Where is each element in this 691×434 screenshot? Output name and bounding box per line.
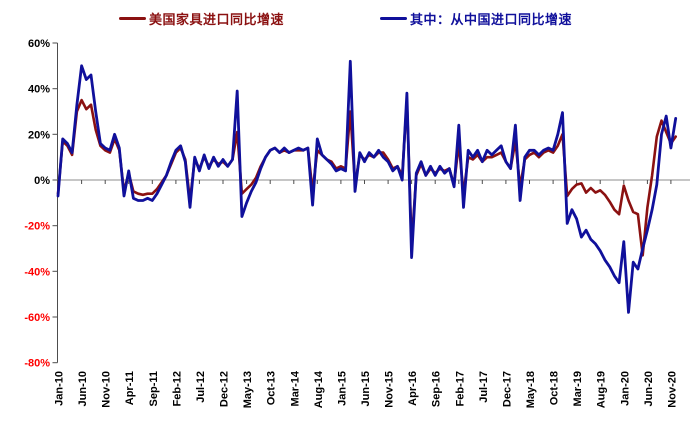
svg-text:Apr-16: Apr-16 <box>407 371 419 406</box>
svg-text:Nov-10: Nov-10 <box>101 371 113 408</box>
svg-text:20%: 20% <box>28 129 50 141</box>
legend-line-swatch-dark-red <box>118 16 146 21</box>
svg-text:Dec-17: Dec-17 <box>501 371 513 407</box>
svg-text:Jul-17: Jul-17 <box>478 371 490 403</box>
svg-text:Nov-15: Nov-15 <box>384 371 396 408</box>
svg-text:Feb-17: Feb-17 <box>454 371 466 406</box>
svg-text:Oct-13: Oct-13 <box>266 371 278 405</box>
svg-text:Jan-10: Jan-10 <box>54 371 66 406</box>
svg-text:0%: 0% <box>34 175 50 187</box>
svg-text:Sep-11: Sep-11 <box>148 371 160 406</box>
y-axis: 60% 40% 20% 0% -20% -40% -60% -80% <box>24 38 58 370</box>
svg-text:Mar-19: Mar-19 <box>572 371 584 406</box>
series-us_series <box>56 98 678 257</box>
svg-text:Jun-15: Jun-15 <box>360 371 372 406</box>
svg-text:Apr-11: Apr-11 <box>124 371 136 405</box>
svg-text:Aug-14: Aug-14 <box>313 370 325 408</box>
svg-text:Aug-19: Aug-19 <box>596 371 608 408</box>
legend-item-china-imports: 其中：从中国进口同比增速 <box>380 9 572 28</box>
svg-text:May-13: May-13 <box>242 371 254 408</box>
legend-item-us-imports: 美国家具进口同比增速 <box>118 9 284 28</box>
svg-text:Jun-20: Jun-20 <box>643 371 655 406</box>
svg-text:Dec-12: Dec-12 <box>219 371 231 407</box>
x-axis: Jan-10 Jun-10 Nov-10 Apr-11 Sep-11 Feb-12 Jul-… <box>54 179 690 408</box>
svg-text:-40%: -40% <box>24 266 50 278</box>
svg-text:-60%: -60% <box>24 312 50 324</box>
legend-line-swatch-blue <box>380 16 407 21</box>
svg-text:40%: 40% <box>28 84 50 96</box>
svg-text:May-18: May-18 <box>525 371 537 408</box>
svg-text:Jan-15: Jan-15 <box>336 371 348 406</box>
svg-text:Jan-20: Jan-20 <box>619 371 631 406</box>
svg-text:Oct-18: Oct-18 <box>549 371 561 405</box>
legend-label-us-imports: 美国家具进口同比增速 <box>148 13 284 28</box>
svg-text:-20%: -20% <box>24 221 50 233</box>
svg-text:Jul-12: Jul-12 <box>195 371 207 403</box>
chart-legend: 美国家具进口同比增速 其中：从中国进口同比增速 <box>0 9 691 28</box>
svg-text:Jun-10: Jun-10 <box>77 371 89 406</box>
svg-text:Feb-12: Feb-12 <box>171 371 183 406</box>
svg-text:60%: 60% <box>28 38 50 50</box>
svg-text:Nov-20: Nov-20 <box>666 371 678 408</box>
svg-text:Sep-16: Sep-16 <box>431 371 443 407</box>
series-china_series <box>56 59 678 314</box>
svg-text:Mar-14: Mar-14 <box>289 370 301 406</box>
legend-label-china-imports: 其中：从中国进口同比增速 <box>410 13 573 28</box>
svg-text:-80%: -80% <box>24 358 50 370</box>
